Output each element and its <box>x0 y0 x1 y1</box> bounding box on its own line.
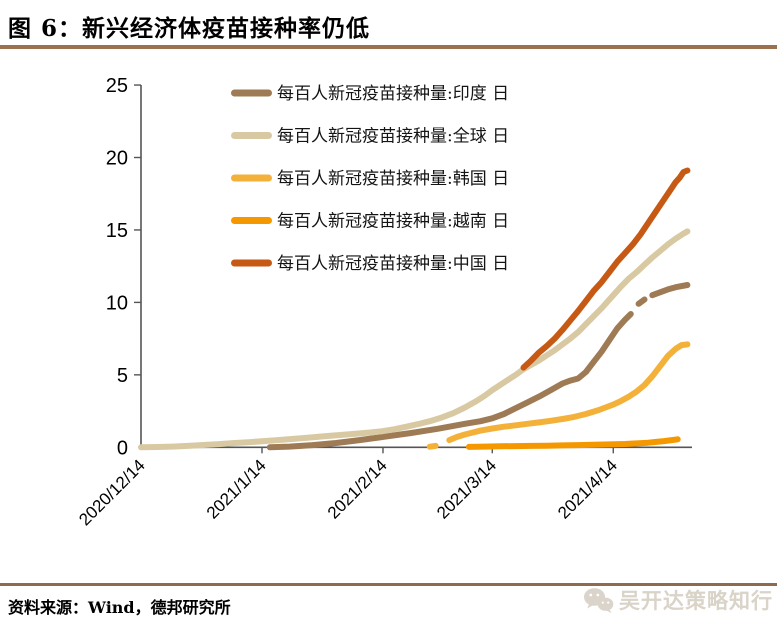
watermark: 吴开达策略知行 <box>583 585 773 615</box>
legend-item-south-korea: 每百人新冠疫苗接种量:韩国 日 <box>231 169 509 189</box>
series-line-china <box>520 167 691 371</box>
series-line-vietnam <box>465 436 681 450</box>
title-divider <box>0 45 777 49</box>
y-tick-label: 20 <box>106 148 128 170</box>
series-line-india <box>266 311 634 451</box>
legend-swatch-india <box>231 89 272 97</box>
legend-swatch-china <box>231 259 272 267</box>
legend-label-global: 每百人新冠疫苗接种量:全球 日 <box>277 127 509 147</box>
legend-swatch-south-korea <box>231 174 272 182</box>
legend-swatch-global <box>231 132 272 139</box>
y-tick-label: 15 <box>106 220 128 242</box>
legend-swatch-vietnam <box>231 217 272 224</box>
legend-item-vietnam: 每百人新冠疫苗接种量:越南 日 <box>231 212 509 232</box>
legend-label-vietnam: 每百人新冠疫苗接种量:越南 日 <box>277 212 509 232</box>
x-tick-label: 2021/3/14 <box>433 456 500 523</box>
y-tick-label: 0 <box>117 437 128 459</box>
source-note: 资料来源：Wind，德邦研究所 <box>8 598 231 617</box>
y-tick-label: 25 <box>106 75 128 97</box>
series-line-south-korea <box>446 341 691 444</box>
legend-label-china: 每百人新冠疫苗接种量:中国 日 <box>277 254 509 274</box>
legend-label-india: 每百人新冠疫苗接种量:印度 日 <box>277 84 509 104</box>
x-tick-label: 2020/12/14 <box>75 456 149 530</box>
legend-label-south-korea: 每百人新冠疫苗接种量:韩国 日 <box>277 169 509 189</box>
wechat-icon <box>584 587 614 613</box>
legend-item-global: 每百人新冠疫苗接种量:全球 日 <box>231 127 509 147</box>
footer-divider <box>0 583 777 586</box>
x-tick-label: 2021/4/14 <box>554 456 621 523</box>
x-tick-label: 2021/1/14 <box>203 456 270 523</box>
series-line-south-korea <box>426 442 439 450</box>
watermark-label: 吴开达策略知行 <box>619 588 773 613</box>
series-line-global <box>138 228 691 451</box>
legend-item-india: 每百人新冠疫苗接种量:印度 日 <box>231 84 509 104</box>
legend-item-china: 每百人新冠疫苗接种量:中国 日 <box>231 254 509 274</box>
x-tick-label: 2021/2/14 <box>324 456 391 523</box>
y-tick-label: 10 <box>106 292 128 314</box>
series-line-india <box>635 296 648 307</box>
y-tick-label: 5 <box>117 365 128 387</box>
chart-title: 图 6：新兴经济体疫苗接种率仍低 <box>8 15 371 42</box>
series-line-india <box>649 282 691 299</box>
